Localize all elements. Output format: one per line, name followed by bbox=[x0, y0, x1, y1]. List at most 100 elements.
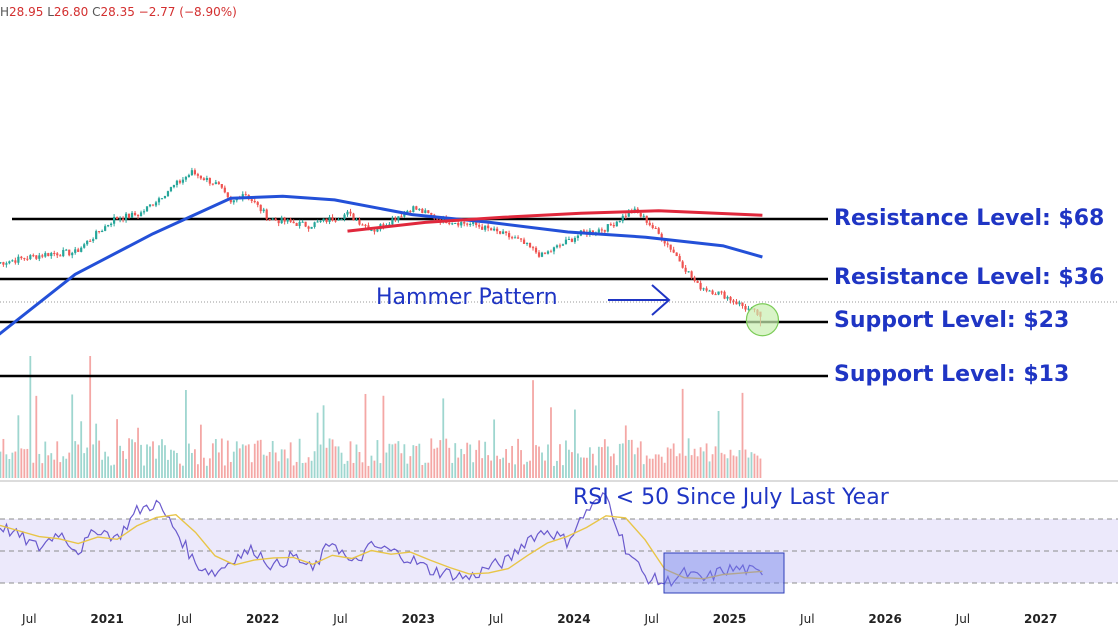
volume-bar bbox=[367, 465, 370, 478]
volume-bar bbox=[307, 457, 310, 478]
volume-bar bbox=[388, 443, 391, 478]
volume-bar bbox=[645, 455, 648, 478]
volume-bar bbox=[346, 460, 349, 478]
candle bbox=[50, 251, 53, 259]
candle bbox=[208, 177, 211, 186]
candle bbox=[567, 236, 571, 241]
volume-bar bbox=[313, 451, 316, 478]
volume-bar bbox=[753, 453, 756, 478]
candle bbox=[211, 183, 214, 186]
volume-bar bbox=[238, 448, 241, 478]
volume-bar bbox=[430, 438, 433, 478]
volume-bar bbox=[98, 440, 101, 478]
candle bbox=[101, 229, 104, 233]
candle bbox=[570, 237, 574, 243]
volume-bar bbox=[101, 459, 104, 478]
candle bbox=[169, 186, 173, 193]
candle bbox=[747, 305, 750, 311]
x-tick-label: Jul bbox=[955, 612, 971, 626]
volume-bar bbox=[208, 458, 211, 478]
volume-bar bbox=[122, 450, 124, 478]
volume-bar bbox=[466, 442, 469, 478]
volume-bar bbox=[250, 462, 253, 478]
volume-bar bbox=[331, 439, 334, 478]
high-key: H bbox=[0, 5, 10, 19]
candle bbox=[681, 260, 684, 269]
volume-bar bbox=[182, 465, 184, 478]
candle bbox=[316, 219, 319, 223]
volume-bar bbox=[666, 447, 669, 478]
volume-bar bbox=[289, 442, 292, 478]
candle bbox=[259, 204, 262, 214]
candle bbox=[244, 191, 247, 196]
volume-bar bbox=[259, 439, 262, 478]
price-candles bbox=[0, 167, 762, 327]
volume-bar bbox=[143, 465, 145, 478]
volume-bar bbox=[343, 463, 346, 478]
volume-bar bbox=[574, 409, 576, 478]
volume-bar bbox=[80, 421, 83, 478]
volume-bar bbox=[226, 440, 229, 478]
volume-bar bbox=[609, 456, 612, 478]
candle bbox=[573, 236, 577, 244]
candle bbox=[346, 210, 349, 217]
volume-bar bbox=[229, 461, 232, 478]
candle bbox=[531, 245, 535, 251]
candle bbox=[744, 303, 747, 312]
candle bbox=[319, 220, 322, 223]
candle bbox=[714, 292, 717, 296]
candle bbox=[675, 252, 678, 257]
candle bbox=[738, 300, 741, 307]
volume-bar bbox=[696, 456, 699, 478]
volume-bar bbox=[723, 454, 726, 478]
candle bbox=[352, 212, 355, 221]
volume-bar bbox=[253, 443, 256, 478]
volume-bar bbox=[188, 443, 190, 478]
volume-bar bbox=[502, 457, 505, 478]
volume-bar bbox=[134, 442, 136, 478]
candle bbox=[322, 218, 325, 223]
volume-bar bbox=[487, 455, 490, 478]
candle bbox=[148, 204, 152, 208]
volume-bar bbox=[612, 453, 615, 478]
candle bbox=[301, 219, 304, 223]
support-23-label: Support Level: $23 bbox=[834, 308, 1070, 333]
volume-bar bbox=[152, 441, 154, 478]
volume-bar bbox=[699, 447, 702, 478]
volume-bar bbox=[687, 438, 690, 478]
candle bbox=[2, 261, 5, 267]
candle bbox=[513, 235, 517, 239]
volume-bar bbox=[340, 452, 343, 478]
volume-bar bbox=[508, 462, 510, 478]
candle bbox=[466, 222, 469, 227]
volume-bar bbox=[478, 440, 481, 478]
volume-bar bbox=[577, 453, 579, 478]
volume-bar bbox=[553, 465, 555, 478]
candle bbox=[645, 215, 648, 226]
candle bbox=[705, 286, 708, 293]
volume-bar bbox=[735, 456, 738, 478]
candle bbox=[113, 214, 116, 227]
candle bbox=[687, 271, 690, 273]
candle bbox=[528, 242, 532, 249]
candle bbox=[196, 172, 199, 179]
candle bbox=[286, 218, 289, 224]
volume-bar bbox=[232, 451, 235, 478]
candle bbox=[549, 249, 553, 253]
volume-bar bbox=[597, 446, 600, 478]
volume-bar bbox=[702, 451, 705, 478]
candle bbox=[202, 177, 205, 181]
candle bbox=[612, 222, 615, 228]
volume-bar bbox=[376, 440, 379, 478]
rsi-signal-line bbox=[0, 513, 763, 580]
volume-bar bbox=[621, 443, 624, 478]
volume-bar bbox=[319, 444, 322, 478]
volume-bar bbox=[580, 457, 582, 478]
candle bbox=[35, 255, 38, 260]
candle bbox=[253, 198, 256, 204]
volume-bar bbox=[256, 440, 259, 478]
volume-bar bbox=[62, 456, 65, 478]
candle bbox=[537, 250, 541, 258]
rsi-highlight-box bbox=[663, 552, 785, 594]
candle bbox=[669, 244, 672, 253]
